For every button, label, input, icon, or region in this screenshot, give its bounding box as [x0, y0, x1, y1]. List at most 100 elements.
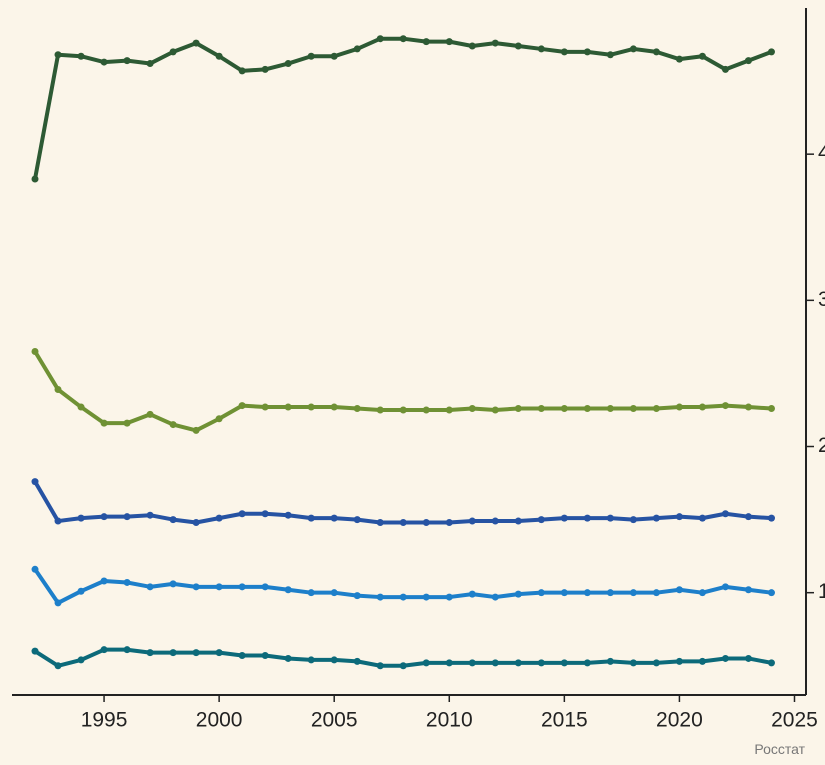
- data-point: [491, 406, 499, 414]
- data-point: [698, 589, 706, 597]
- data-point: [514, 659, 522, 667]
- data-point: [54, 599, 62, 607]
- y-tick-label: 3: [818, 288, 825, 311]
- data-point: [721, 654, 729, 662]
- data-point: [169, 580, 177, 588]
- data-point: [422, 38, 430, 46]
- data-point: [583, 589, 591, 597]
- data-point: [146, 410, 154, 418]
- data-point: [215, 649, 223, 657]
- data-point: [215, 52, 223, 60]
- data-point: [169, 48, 177, 56]
- data-point: [215, 514, 223, 522]
- data-point: [169, 516, 177, 524]
- x-tick-label: 1995: [81, 709, 128, 732]
- data-point: [652, 589, 660, 597]
- data-point: [238, 583, 246, 591]
- data-point: [31, 647, 39, 655]
- data-point: [123, 646, 131, 654]
- data-point: [675, 513, 683, 521]
- data-point: [537, 659, 545, 667]
- data-point: [767, 405, 775, 413]
- data-point: [721, 510, 729, 518]
- data-point: [192, 583, 200, 591]
- data-point: [767, 48, 775, 56]
- data-point: [652, 514, 660, 522]
- data-point: [192, 519, 200, 527]
- data-point: [54, 662, 62, 670]
- data-point: [721, 402, 729, 410]
- data-point: [284, 403, 292, 411]
- y-tick-label: 4: [818, 142, 825, 165]
- data-point: [583, 514, 591, 522]
- data-point: [606, 589, 614, 597]
- source-note: Росстат: [754, 741, 805, 757]
- data-point: [537, 589, 545, 597]
- data-point: [629, 516, 637, 524]
- data-point: [330, 514, 338, 522]
- data-point: [31, 348, 39, 355]
- x-tick-label: 2015: [541, 709, 588, 732]
- data-point: [675, 657, 683, 665]
- data-point: [560, 48, 568, 56]
- data-point: [468, 42, 476, 50]
- data-point: [284, 60, 292, 68]
- data-point: [744, 57, 752, 65]
- data-point: [491, 517, 499, 525]
- data-point: [353, 592, 361, 600]
- data-point: [445, 38, 453, 46]
- data-point: [123, 513, 131, 521]
- data-point: [54, 517, 62, 525]
- data-point: [376, 35, 384, 43]
- data-point: [123, 419, 131, 427]
- data-point: [238, 402, 246, 410]
- data-point: [31, 565, 39, 573]
- y-tick-label: 2: [818, 434, 825, 457]
- x-tick-label: 2025: [771, 709, 818, 732]
- data-point: [491, 659, 499, 667]
- data-point: [606, 405, 614, 413]
- data-point: [560, 405, 568, 413]
- data-point: [514, 405, 522, 413]
- data-point: [307, 656, 315, 664]
- data-point: [123, 578, 131, 586]
- data-point: [629, 45, 637, 53]
- data-point: [261, 583, 269, 591]
- data-point: [77, 52, 85, 60]
- data-point: [192, 426, 200, 434]
- data-point: [422, 519, 430, 527]
- data-point: [77, 587, 85, 595]
- data-point: [376, 593, 384, 601]
- data-point: [698, 403, 706, 411]
- data-point: [399, 662, 407, 670]
- data-point: [261, 403, 269, 411]
- data-point: [77, 403, 85, 411]
- data-point: [744, 403, 752, 411]
- data-point: [100, 646, 108, 654]
- data-point: [422, 593, 430, 601]
- x-tick-label: 2010: [426, 709, 473, 732]
- data-point: [54, 386, 62, 394]
- data-point: [721, 65, 729, 73]
- data-point: [514, 517, 522, 525]
- data-point: [261, 652, 269, 660]
- data-point: [399, 35, 407, 43]
- data-point: [721, 583, 729, 591]
- data-point: [169, 649, 177, 657]
- data-point: [376, 406, 384, 414]
- data-point: [31, 175, 39, 183]
- data-point: [307, 514, 315, 522]
- data-point: [169, 421, 177, 429]
- data-point: [353, 516, 361, 524]
- data-point: [353, 45, 361, 53]
- data-point: [514, 42, 522, 50]
- data-point: [468, 659, 476, 667]
- data-point: [261, 510, 269, 518]
- data-point: [376, 662, 384, 670]
- data-point: [100, 58, 108, 66]
- data-point: [675, 403, 683, 411]
- data-point: [100, 577, 108, 585]
- data-point: [399, 406, 407, 414]
- data-point: [307, 52, 315, 60]
